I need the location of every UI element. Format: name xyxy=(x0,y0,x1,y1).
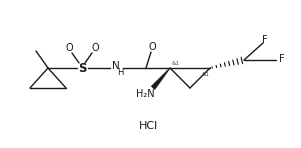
Text: S: S xyxy=(78,62,86,74)
Text: H: H xyxy=(117,67,123,77)
Text: F: F xyxy=(279,54,285,64)
Polygon shape xyxy=(151,68,170,90)
Text: F: F xyxy=(262,35,268,45)
Text: H₂N: H₂N xyxy=(136,89,154,99)
Text: &1: &1 xyxy=(202,71,210,77)
Text: O: O xyxy=(91,43,99,53)
Text: O: O xyxy=(65,43,73,53)
Text: HCl: HCl xyxy=(138,121,158,131)
Text: N: N xyxy=(112,61,120,71)
Text: O: O xyxy=(148,42,156,52)
Text: &1: &1 xyxy=(172,61,180,66)
